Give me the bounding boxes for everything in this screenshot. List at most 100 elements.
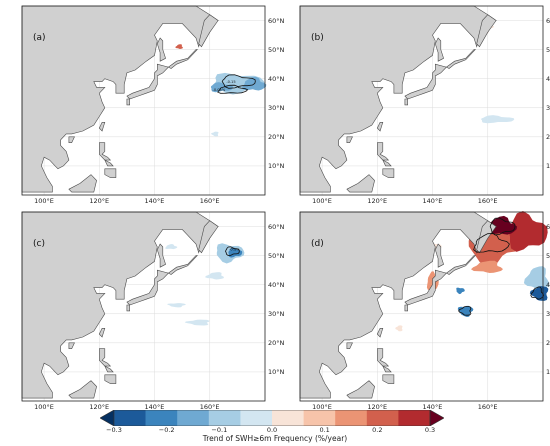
lat-tick-label: 60°N <box>546 222 550 231</box>
map-frame <box>21 211 266 402</box>
significance-contour <box>225 246 240 257</box>
trend-patch <box>481 115 515 124</box>
lat-tick-label: 40°N <box>268 280 285 289</box>
panel-label: (d) <box>311 239 324 249</box>
map-canvas: -0.15-0.05% <box>21 5 267 196</box>
land-polygon <box>21 211 219 399</box>
lon-tick-label: 140°E <box>144 403 165 411</box>
land-polygon <box>156 243 166 268</box>
land-polygon <box>126 98 130 106</box>
land-polygon <box>299 5 497 193</box>
lon-tick-label: 140°E <box>422 403 443 411</box>
colorbar-swatch <box>303 410 336 426</box>
land-polygon <box>382 374 395 384</box>
map-panel-d: (d) 100°E 120°E 140°E 160°E 10°N 20°N 30°N 40°N… <box>299 211 550 410</box>
colorbar-swatch <box>240 410 273 426</box>
lat-tick-label: 50°N <box>546 45 550 54</box>
map-frame <box>299 5 544 196</box>
contour-label: -0.05% <box>213 88 226 92</box>
land-polygon <box>382 168 395 178</box>
significance-contour <box>473 233 510 253</box>
lat-tick-label: 50°N <box>268 45 285 54</box>
lat-tick-label: 30°N <box>268 309 285 318</box>
trend-patch <box>509 211 548 252</box>
colorbar-graphic <box>99 409 445 428</box>
lon-tick-label: 160°E <box>477 403 498 411</box>
land-polygon <box>346 380 375 399</box>
lat-tick-label: 60°N <box>546 16 550 25</box>
lon-tick-label: 100°E <box>34 197 54 205</box>
land-polygon <box>382 159 392 167</box>
land-polygon <box>404 304 408 312</box>
contour-label: -0.15 <box>226 80 235 84</box>
colorbar-swatch <box>272 410 304 426</box>
lat-tick-label: 10°N <box>268 367 285 376</box>
lat-tick-label: 20°N <box>546 338 550 347</box>
map-panel-a: -0.15 -0.05% (a) 100°E 120°E 140°E 160°E 10°N… <box>21 5 284 204</box>
colorbar-tick-label: −0.2 <box>158 426 175 434</box>
lat-tick-label: 60°N <box>268 222 285 231</box>
land-polygon <box>346 136 353 143</box>
trend-patch <box>184 319 210 326</box>
lon-tick-label: 120°E <box>89 197 110 205</box>
lat-tick-label: 40°N <box>268 74 285 83</box>
trend-patch <box>456 287 465 295</box>
land-polygon <box>445 49 476 69</box>
contour-label: -0.1% <box>229 247 240 251</box>
significance-contour <box>221 74 256 89</box>
land-polygon <box>445 255 476 275</box>
lon-tick-label: 160°E <box>199 197 220 205</box>
lat-tick-label: 50°N <box>546 251 550 260</box>
significance-contour <box>458 306 472 316</box>
lat-tick-label: 10°N <box>546 367 550 376</box>
land-polygon <box>68 174 97 193</box>
land-polygon <box>98 328 106 338</box>
land-polygon <box>99 348 112 367</box>
significance-contour <box>489 217 516 236</box>
lat-tick-label: 30°N <box>546 103 550 112</box>
colorbar-swatch <box>335 410 368 426</box>
land-polygon <box>156 37 166 62</box>
land-polygon <box>434 243 444 268</box>
panel-label: (b) <box>311 33 324 43</box>
land-polygon <box>167 49 198 69</box>
colorbar-tick-label: 0.2 <box>372 426 383 434</box>
colorbar-extend-min <box>99 409 115 427</box>
colorbar-swatch <box>366 410 399 426</box>
colorbar-extend-max <box>429 409 445 427</box>
map-panel-c: -0.1% (c) 100°E 120°E 140°E 160°E 10°N 20°N 30… <box>21 211 284 410</box>
land-polygon <box>104 159 114 167</box>
lat-tick-label: 10°N <box>546 161 550 170</box>
land-polygon <box>377 142 390 161</box>
lat-tick-label: 30°N <box>268 103 285 112</box>
map-frame <box>21 5 266 196</box>
lon-tick-label: 160°E <box>477 197 498 205</box>
trend-patch <box>529 286 549 301</box>
trend-patch <box>205 272 224 280</box>
trend-patch <box>471 260 503 273</box>
colorbar-tick-label: −0.3 <box>106 426 122 434</box>
trend-patch <box>167 303 186 308</box>
land-polygon <box>376 328 384 338</box>
land-polygon <box>346 342 353 349</box>
colorbar-label: Trend of SWH≥6m Frequency (%/year) <box>202 434 348 443</box>
colorbar-swatch <box>114 410 146 426</box>
land-polygon <box>99 142 112 161</box>
land-polygon <box>476 14 497 48</box>
lon-tick-label: 140°E <box>144 197 165 205</box>
significance-contour <box>217 84 249 94</box>
land-polygon <box>198 14 219 48</box>
colorbar-swatch <box>208 410 241 426</box>
land-polygon <box>68 136 75 143</box>
lat-tick-label: 60°N <box>268 16 285 25</box>
land-polygon <box>126 304 130 312</box>
lon-tick-label: 160°E <box>199 403 220 411</box>
lat-tick-label: 20°N <box>268 338 285 347</box>
lat-tick-label: 40°N <box>546 74 550 83</box>
trend-patch <box>211 131 219 137</box>
map-canvas: -0.1% <box>21 211 266 402</box>
lat-tick-label: 20°N <box>268 132 285 141</box>
land-polygon <box>404 98 408 106</box>
land-polygon <box>104 168 117 178</box>
land-polygon <box>198 220 219 254</box>
